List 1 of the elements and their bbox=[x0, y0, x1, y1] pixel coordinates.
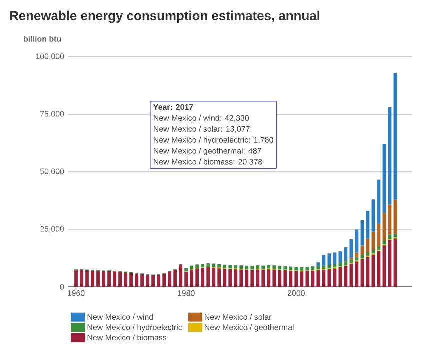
chart-title: Renewable energy consumption estimates, annual bbox=[10, 10, 320, 24]
